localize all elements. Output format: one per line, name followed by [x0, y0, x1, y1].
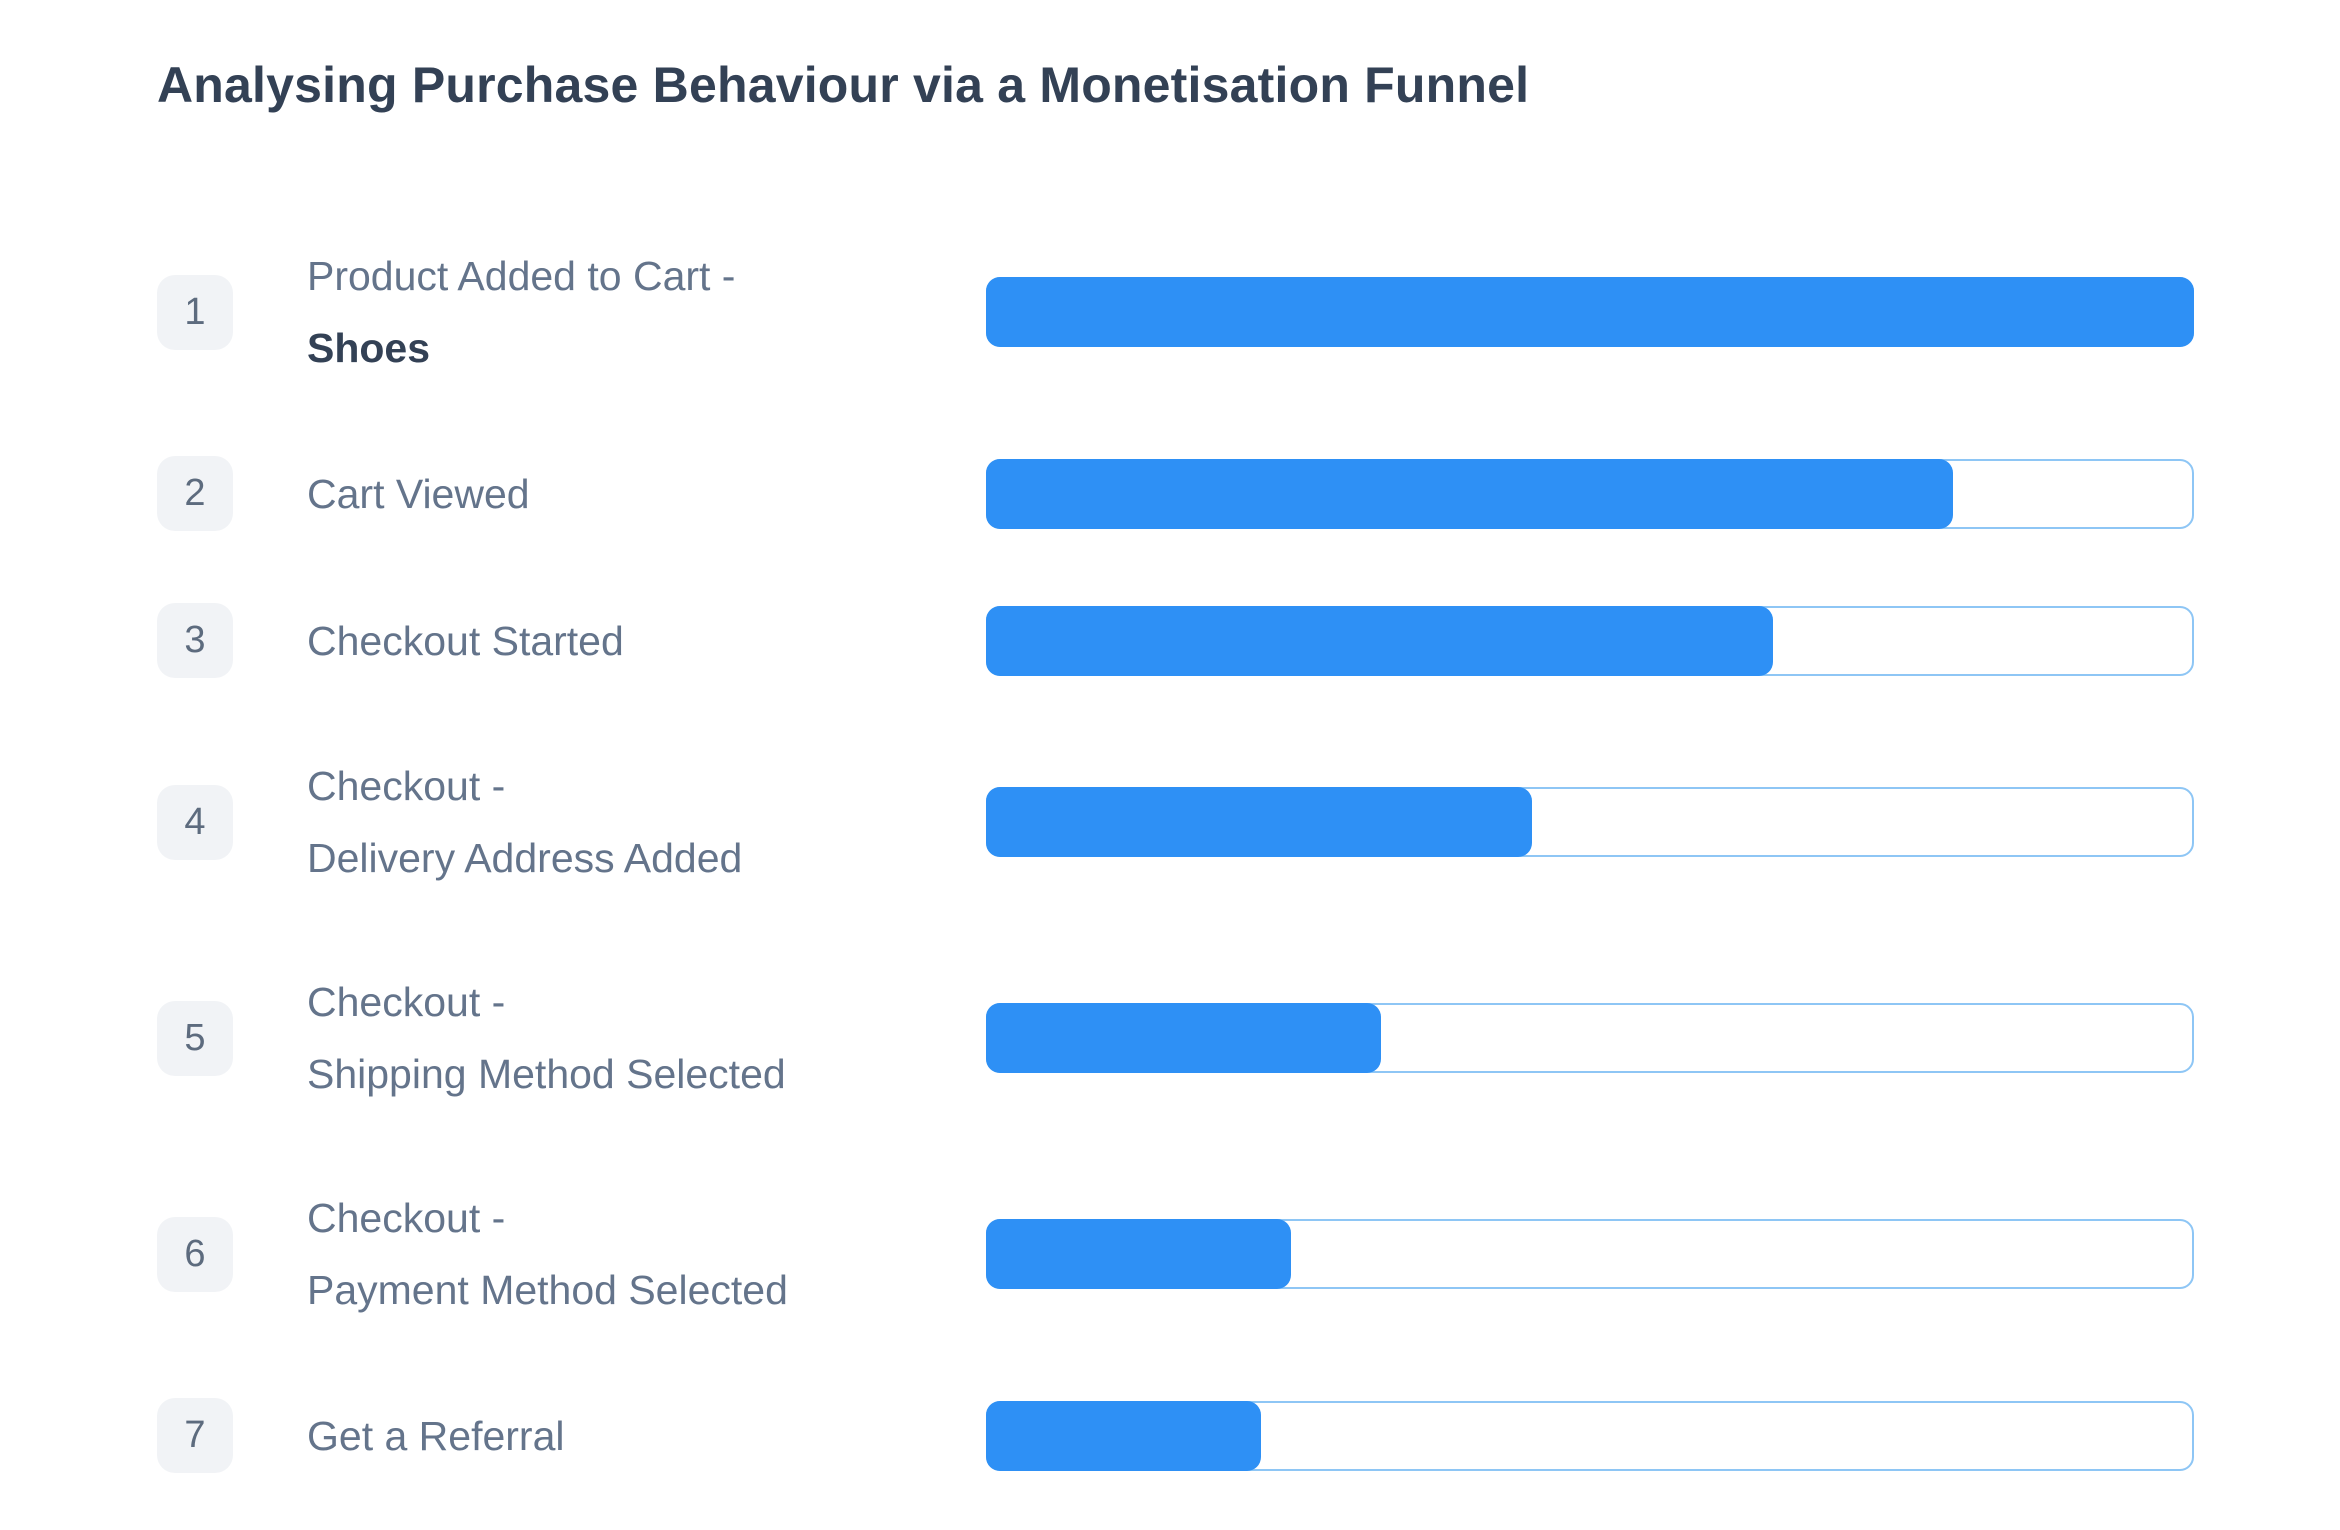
step-label-line1: Checkout - — [307, 1195, 506, 1241]
funnel-bar-fill — [986, 1003, 1382, 1073]
funnel-row-5: 5 Checkout - Shipping Method Selected — [157, 966, 2194, 1110]
step-label: Product Added to Cart - Shoes — [307, 240, 986, 384]
step-number-badge: 2 — [157, 456, 233, 531]
step-label: Get a Referral — [307, 1400, 986, 1472]
step-number-badge: 3 — [157, 603, 233, 678]
funnel-bar-track — [986, 1400, 2194, 1471]
funnel-row-4: 4 Checkout - Delivery Address Added — [157, 750, 2194, 894]
step-number-badge: 1 — [157, 274, 233, 350]
step-label-line2: Payment Method Selected — [307, 1267, 788, 1313]
funnel-bar-track — [986, 605, 2194, 676]
funnel-bar-track — [986, 277, 2194, 347]
step-label: Checkout - Payment Method Selected — [307, 1182, 986, 1326]
funnel-bar-fill — [986, 1400, 1261, 1471]
step-label-line1: Checkout - — [307, 763, 506, 809]
funnel-row-7: 7 Get a Referral — [157, 1398, 2194, 1473]
funnel-bar-track — [986, 458, 2194, 529]
funnel-bar-track — [986, 787, 2194, 857]
step-label-line1: Checkout - — [307, 979, 506, 1025]
funnel-row-2: 2 Cart Viewed — [157, 456, 2194, 531]
funnel-bar-fill — [986, 787, 1532, 857]
step-label-line2: Shoes — [307, 325, 431, 371]
funnel-bar-fill — [986, 1219, 1291, 1289]
funnel-bar-track — [986, 1219, 2194, 1289]
funnel-row-6: 6 Checkout - Payment Method Selected — [157, 1182, 2194, 1326]
funnel-row-1: 1 Product Added to Cart - Shoes — [157, 240, 2194, 384]
funnel-row-3: 3 Checkout Started — [157, 603, 2194, 678]
step-label-line2: Shipping Method Selected — [307, 1051, 786, 1097]
page-title: Analysing Purchase Behaviour via a Monet… — [157, 57, 1530, 113]
step-label-line1: Product Added to Cart - — [307, 253, 736, 299]
funnel-bar-fill — [986, 605, 1773, 676]
step-label-line1: Get a Referral — [307, 1412, 565, 1459]
step-number-badge: 7 — [157, 1398, 233, 1473]
step-label: Cart Viewed — [307, 458, 986, 530]
step-label: Checkout - Shipping Method Selected — [307, 966, 986, 1110]
step-number-badge: 4 — [157, 784, 233, 860]
step-label-line1: Cart Viewed — [307, 470, 530, 517]
step-label: Checkout Started — [307, 605, 986, 677]
step-label-line1: Checkout Started — [307, 617, 624, 664]
step-label: Checkout - Delivery Address Added — [307, 750, 986, 894]
step-label-line2: Delivery Address Added — [307, 835, 743, 881]
funnel-bar-fill — [986, 458, 1954, 529]
funnel-steps-list: 1 Product Added to Cart - Shoes 2 Cart V… — [157, 240, 2194, 1473]
step-number-badge: 5 — [157, 1000, 233, 1076]
funnel-bar-track — [986, 1003, 2194, 1073]
step-number-badge: 6 — [157, 1216, 233, 1292]
funnel-bar-fill — [986, 277, 2194, 347]
